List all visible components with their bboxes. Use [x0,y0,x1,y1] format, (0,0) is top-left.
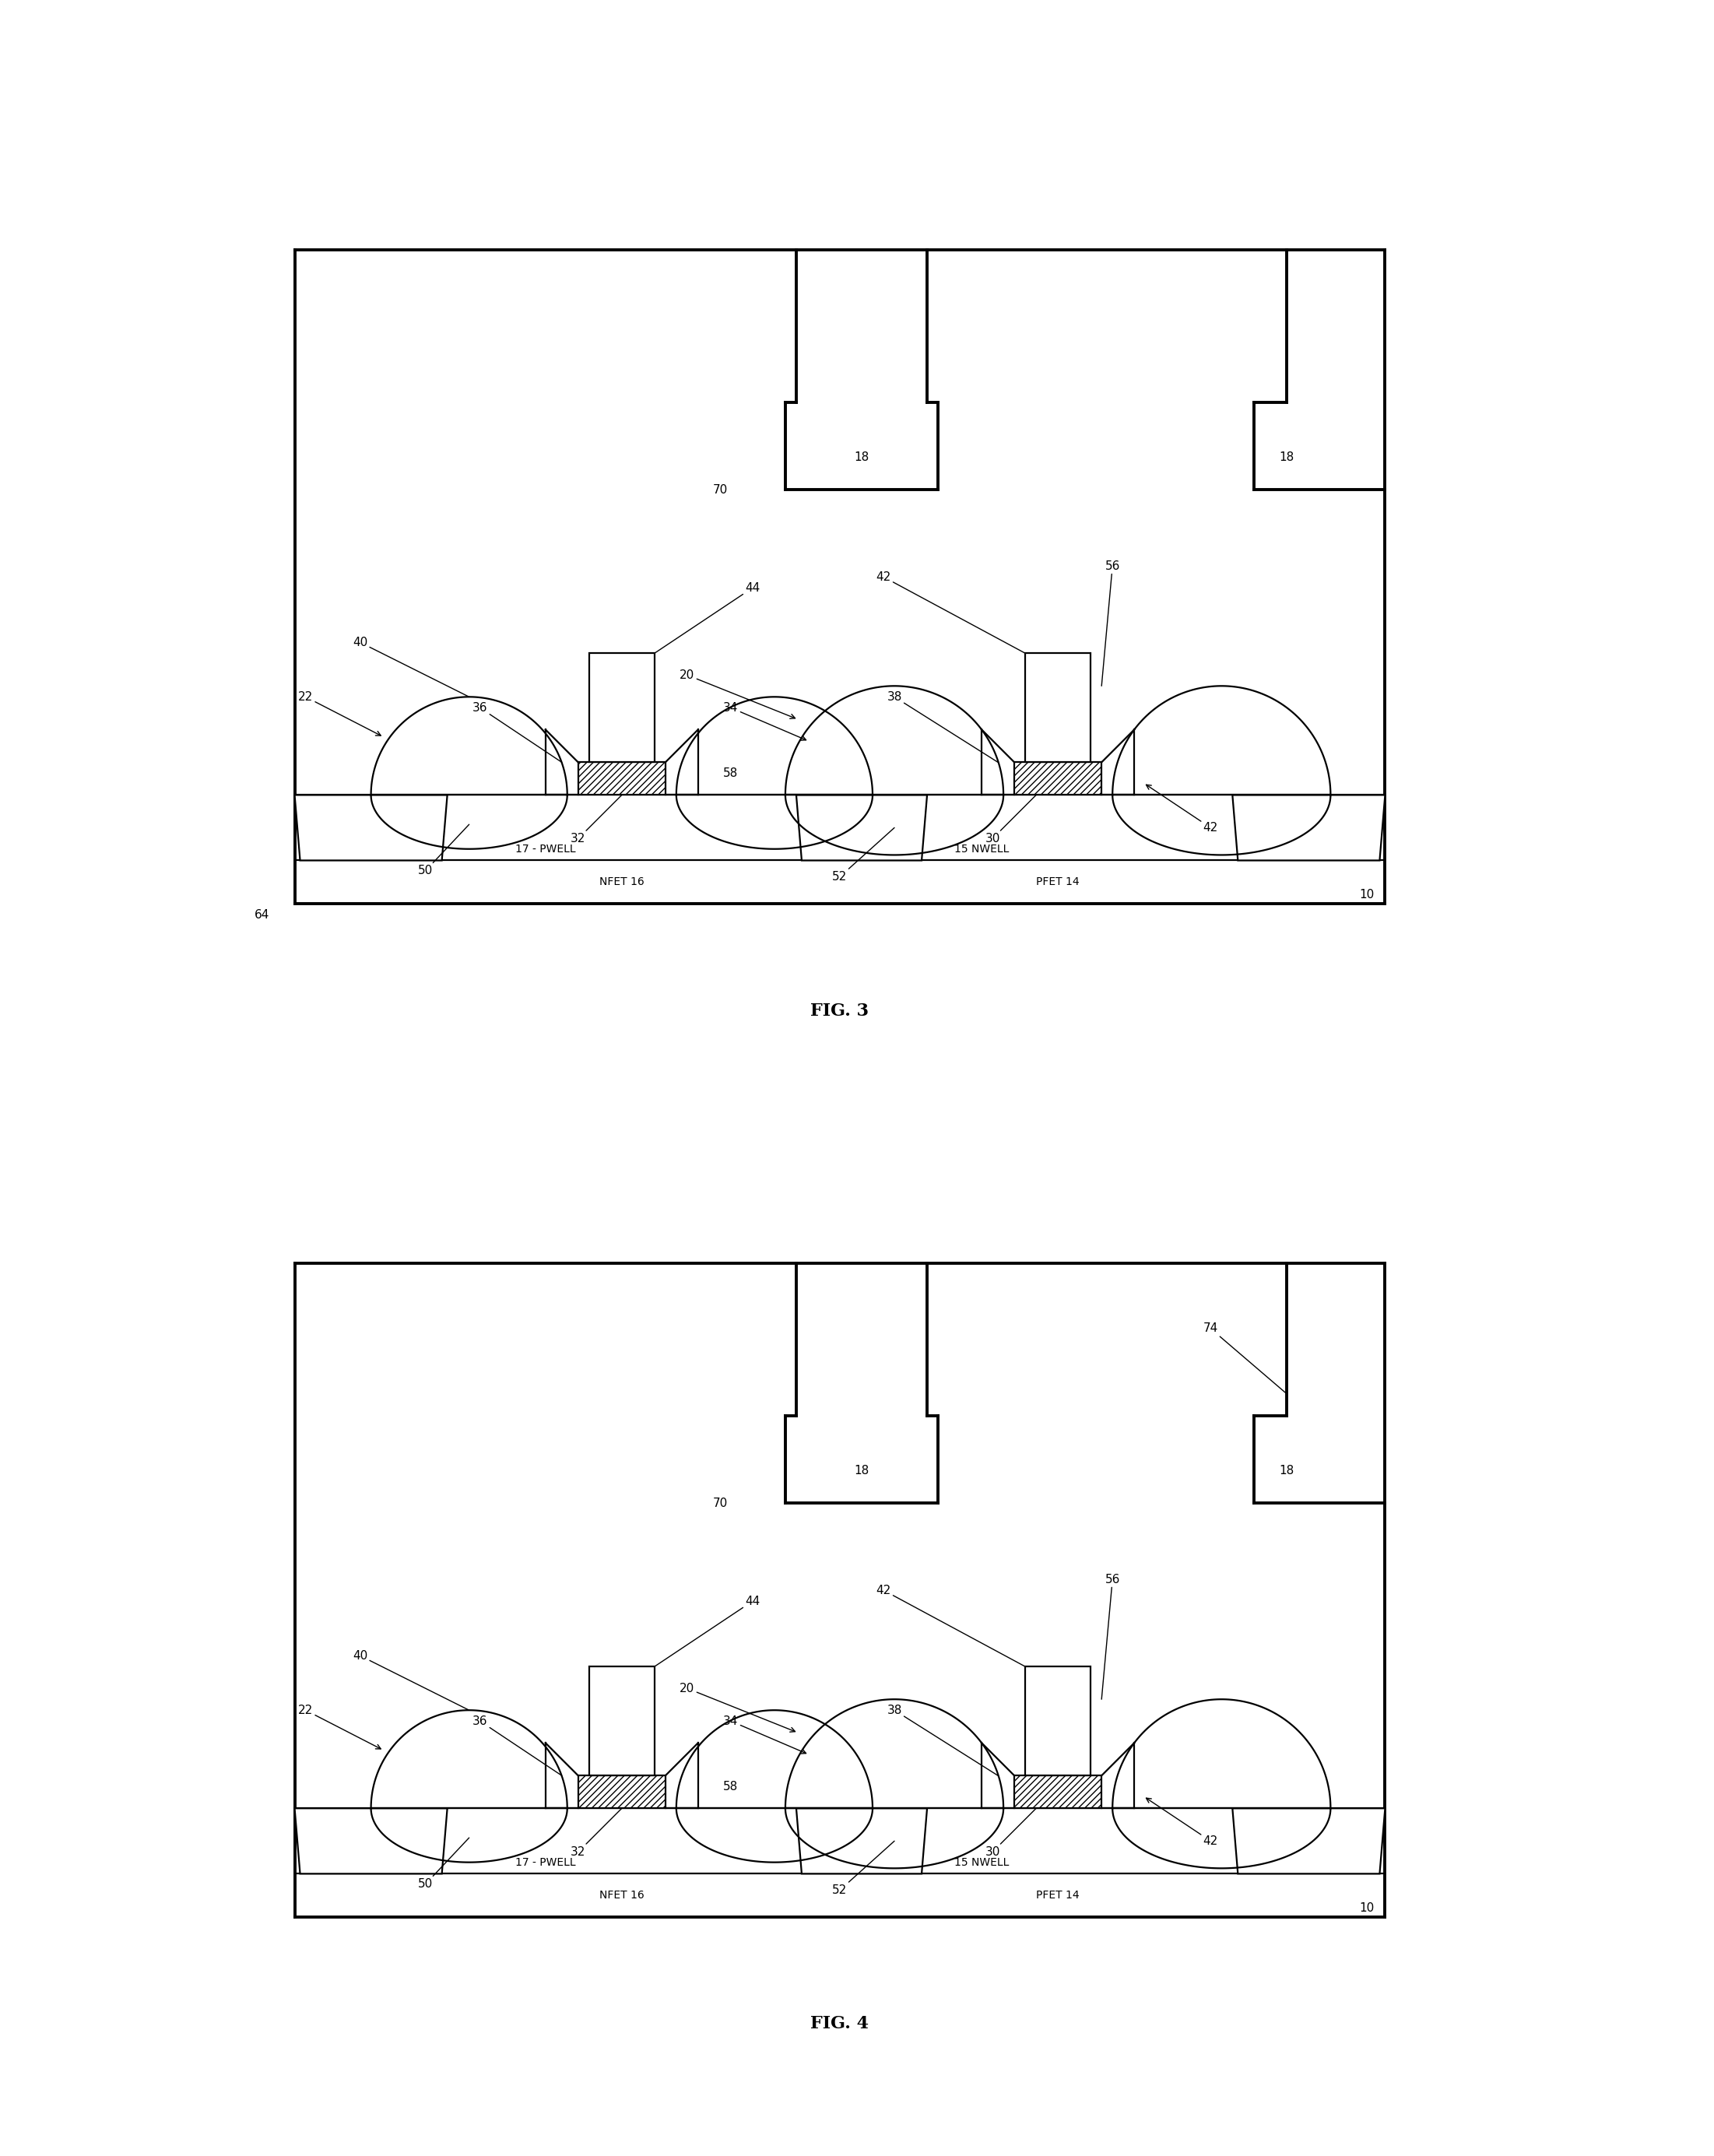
Bar [1025,1667,1090,1777]
Text: PFET 14: PFET 14 [1037,1891,1080,1902]
Text: 15 NWELL: 15 NWELL [955,1856,1010,1869]
Polygon shape [295,1809,447,1874]
Text: 58: 58 [723,1781,739,1792]
Text: 34: 34 [723,1716,806,1753]
Text: 42: 42 [876,571,1025,653]
Text: 70: 70 [713,1496,727,1509]
Bar [578,1777,665,1809]
Text: 56: 56 [1102,561,1119,686]
Text: 36: 36 [473,703,562,763]
Text: 17 - PWELL: 17 - PWELL [516,1856,576,1869]
Text: 18: 18 [854,451,869,464]
Text: 32: 32 [571,1809,622,1858]
Text: 42: 42 [1147,1798,1219,1848]
Text: 20: 20 [680,668,795,718]
Text: 15 NWELL: 15 NWELL [955,843,1010,856]
Text: 32: 32 [571,796,622,845]
Bar [1015,1777,1102,1809]
Bar [1015,763,1102,796]
Text: 18: 18 [1279,451,1294,464]
Text: PFET 14: PFET 14 [1037,877,1080,888]
Text: 22: 22 [298,692,381,735]
Text: FIG. 3: FIG. 3 [811,1003,869,1020]
Text: 40: 40 [353,636,470,696]
Text: 38: 38 [886,1705,998,1777]
Text: 18: 18 [854,1464,869,1477]
Text: 30: 30 [986,796,1037,845]
Polygon shape [295,796,447,860]
Text: 44: 44 [655,582,759,653]
Text: FIG. 4: FIG. 4 [811,2016,869,2033]
Text: 50: 50 [418,1837,470,1891]
Text: 36: 36 [473,1716,562,1777]
Text: 56: 56 [1102,1574,1119,1699]
Text: 52: 52 [833,1841,895,1895]
Text: 18: 18 [1279,1464,1294,1477]
Text: NFET 16: NFET 16 [600,1891,644,1902]
Text: 40: 40 [353,1649,470,1710]
Text: 42: 42 [1147,785,1219,834]
Text: 52: 52 [833,828,895,882]
Text: 64: 64 [254,910,269,921]
Text: 70: 70 [713,483,727,496]
Bar [1025,653,1090,763]
Text: 58: 58 [723,768,739,778]
Bar [590,1667,655,1777]
Text: 10: 10 [1359,888,1375,901]
Text: 74: 74 [1203,1322,1287,1395]
Text: 30: 30 [986,1809,1037,1858]
Text: 44: 44 [655,1595,759,1667]
Text: 34: 34 [723,703,806,740]
Text: 10: 10 [1359,1902,1375,1915]
Polygon shape [1232,796,1385,860]
Text: NFET 16: NFET 16 [600,877,644,888]
Text: 42: 42 [876,1585,1025,1667]
Bar [590,653,655,763]
Text: 20: 20 [680,1682,795,1731]
Polygon shape [797,796,927,860]
Bar [578,763,665,796]
Text: 38: 38 [886,692,998,763]
Polygon shape [797,1809,927,1874]
Text: 50: 50 [418,824,470,877]
Polygon shape [1232,1809,1385,1874]
Text: 22: 22 [298,1705,381,1749]
Text: 17 - PWELL: 17 - PWELL [516,843,576,856]
